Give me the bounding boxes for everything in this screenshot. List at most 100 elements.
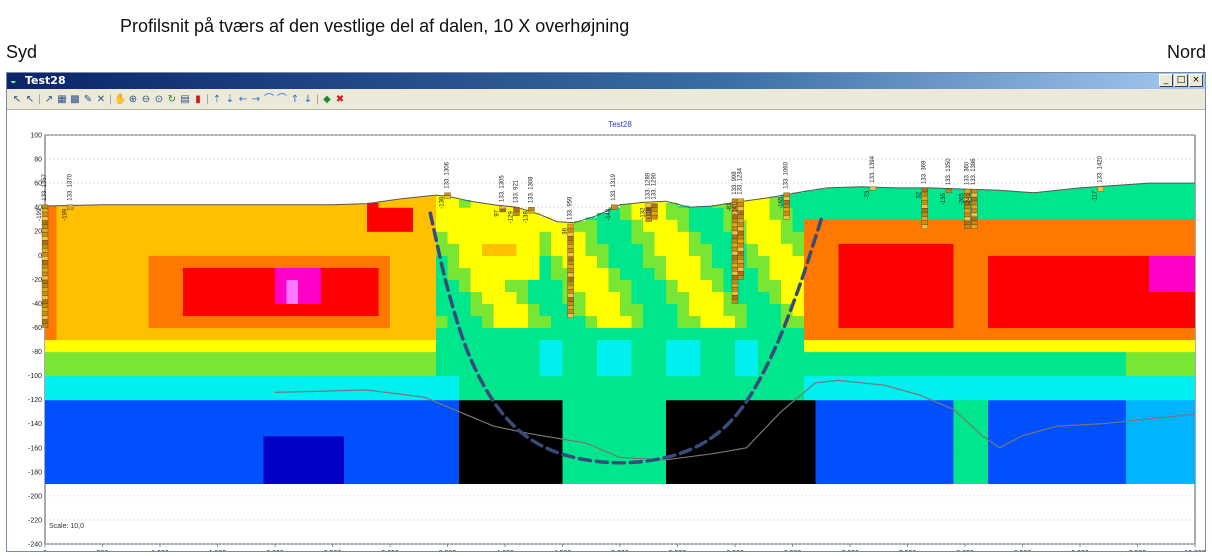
model-cell [217, 435, 230, 449]
model-cell [252, 243, 265, 256]
grid-icon[interactable]: ▩ [70, 93, 80, 105]
minimize-button[interactable]: _ [1159, 74, 1173, 87]
model-cell [873, 459, 886, 473]
move-down-icon[interactable]: ⇣ [225, 93, 235, 105]
close-view-icon[interactable]: ✖ [335, 93, 345, 105]
borehole[interactable]: 133. 1289-132 [641, 172, 652, 222]
step-up-icon[interactable]: ↑ [290, 93, 300, 105]
borehole-segment [41, 228, 49, 233]
model-cell [1091, 351, 1104, 365]
export-icon[interactable]: ◆ [323, 93, 331, 105]
model-cell [102, 279, 115, 292]
model-cell [505, 279, 518, 292]
model-cell [79, 207, 92, 220]
model-cell [424, 423, 437, 437]
borehole[interactable]: 133. 1060-165 [779, 161, 790, 220]
model-cell [988, 435, 1001, 449]
model-cell [56, 471, 69, 484]
model-cell [183, 231, 196, 244]
model-cell [815, 459, 828, 473]
model-cell [1114, 255, 1127, 268]
stop-icon[interactable]: ▮ [195, 93, 201, 105]
model-cell [148, 303, 161, 317]
model-cell [1172, 471, 1185, 484]
pan-icon[interactable]: ✋ [114, 93, 127, 105]
model-cell [378, 399, 391, 413]
table-icon[interactable]: ▦ [57, 93, 67, 105]
borehole[interactable]: 133. 1370-199 [62, 173, 74, 221]
refresh-icon[interactable]: ↻ [167, 93, 177, 105]
borehole-segment [611, 204, 618, 210]
borehole[interactable]: 133. 1386-241 [966, 158, 978, 229]
pointer-icon[interactable]: ↗ [44, 93, 54, 105]
model-cell [240, 219, 253, 232]
model-cell [942, 267, 955, 280]
borehole[interactable]: 133. 1394-73 [865, 155, 877, 199]
maximize-button[interactable]: □ [1174, 74, 1188, 87]
zoom-fit-icon[interactable]: ⊙ [154, 93, 164, 105]
close-button[interactable]: × [1189, 74, 1203, 87]
delete-icon[interactable]: ✕ [96, 93, 106, 105]
move-up-icon[interactable]: ⇡ [212, 93, 222, 105]
edit-icon[interactable]: ✎ [83, 93, 93, 105]
borehole[interactable]: 133. 998-81 [727, 171, 739, 304]
model-cell [470, 202, 483, 208]
arrow-left-icon[interactable]: ← [238, 93, 248, 105]
print-icon[interactable]: ▤ [180, 93, 190, 105]
model-cell [217, 204, 230, 208]
borehole[interactable]: 133. 1306-138 [440, 161, 451, 209]
borehole[interactable]: 133. 1357-199 [37, 173, 49, 328]
model-cell [769, 375, 782, 389]
model-cell [792, 399, 805, 413]
borehole-segment [921, 204, 928, 209]
model-cell [781, 303, 794, 317]
zoom-out-icon[interactable]: ⊖ [141, 93, 151, 105]
model-cell [539, 375, 552, 389]
model-cell [758, 255, 771, 268]
curve-down-icon[interactable]: ⌒ [277, 93, 287, 105]
borehole-segment [567, 252, 574, 257]
model-cell [114, 375, 127, 389]
model-cell [666, 411, 679, 425]
model-cell [378, 243, 391, 256]
borehole[interactable]: 133. 1420-117 [1093, 155, 1104, 202]
model-cell [344, 303, 357, 317]
model-cell [1126, 339, 1139, 353]
step-down-icon[interactable]: ↓ [303, 93, 313, 105]
borehole[interactable]: 133. 1350-135 [941, 158, 953, 205]
model-cell [585, 315, 598, 329]
window-titlebar[interactable]: ◒ Test28 _ □ × [7, 73, 1205, 89]
model-cell [838, 267, 851, 280]
model-cell [942, 195, 955, 208]
select-multi-icon[interactable]: ↖ [25, 93, 35, 105]
model-cell [999, 351, 1012, 365]
borehole[interactable]: 133. 1319-148 [606, 173, 618, 221]
model-cell [1137, 207, 1150, 220]
model-cell [712, 255, 725, 268]
borehole-depth-label: -118 [647, 207, 653, 219]
arrow-right-icon[interactable]: → [251, 93, 261, 105]
model-cell [1011, 351, 1024, 365]
borehole[interactable]: 133. 1290-118 [647, 172, 658, 220]
borehole[interactable]: 133. 360-265 [959, 161, 971, 229]
model-cell [229, 363, 242, 377]
curve-up-icon[interactable]: ⌒ [264, 93, 274, 105]
model-cell [1045, 219, 1058, 232]
model-cell [585, 387, 598, 401]
model-cell [746, 411, 759, 425]
model-cell [907, 399, 920, 413]
model-cell [551, 221, 564, 232]
borehole[interactable]: 133. 1308-138 [523, 176, 535, 223]
model-cell [654, 255, 667, 268]
select-icon[interactable]: ↖ [12, 93, 22, 105]
zoom-in-icon[interactable]: ⊕ [128, 93, 138, 105]
model-cell [597, 363, 610, 377]
model-cell [114, 435, 127, 449]
model-cell [827, 471, 840, 484]
model-cell [275, 411, 288, 425]
borehole[interactable]: 133. 921-129 [509, 179, 520, 223]
borehole[interactable]: 133. 1234-141 [733, 167, 744, 280]
